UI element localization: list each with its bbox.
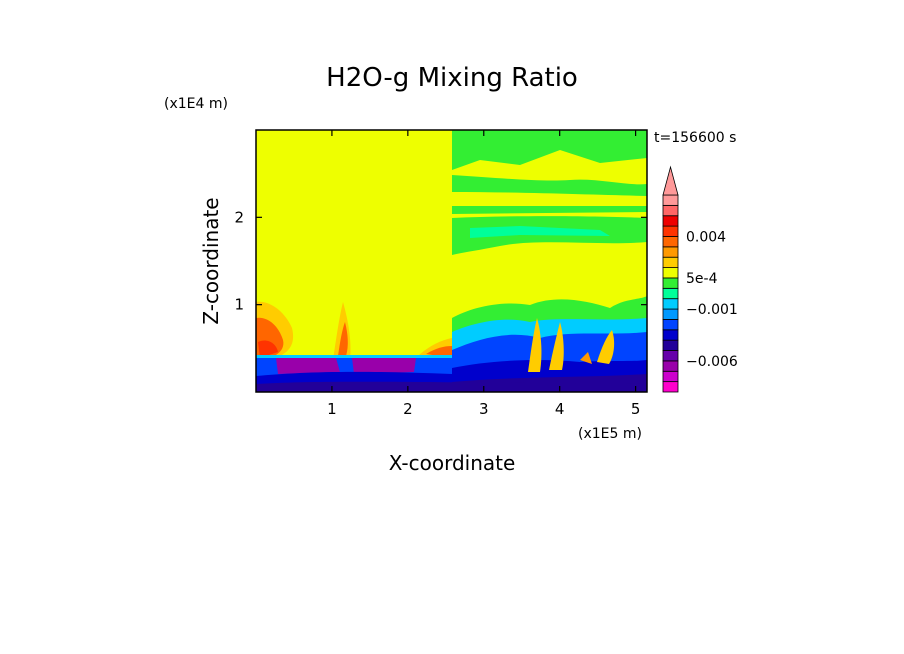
x-tick-label: 3 [479,400,489,418]
colorbar-arrow [662,165,679,196]
colorbar-label: 5e-4 [686,271,718,287]
y-axis: 12 [234,208,647,314]
x-scale-label: (x1E5 m) [578,426,642,442]
plot-frame [255,129,648,393]
colorbar-band [662,204,679,217]
colorbar-band [662,246,679,258]
colorbar-band [662,287,679,300]
colorbar-label: 0.004 [686,229,726,245]
y-scale-label: (x1E4 m) [164,96,228,112]
colorbar-band [662,298,679,310]
x-tick-label: 2 [403,400,413,418]
colorbar-band [662,339,679,351]
colorbar-band [662,256,679,268]
x-tick-label: 1 [327,400,337,418]
colorbar-band [662,308,679,320]
contour-field [256,130,647,392]
time-label: t=156600 s [654,130,736,146]
colorbar-band [662,360,679,372]
colorbar-band [662,370,679,383]
y-tick-label: 1 [234,296,244,314]
colorbar-band [662,329,679,341]
chart-title: H2O-g Mixing Ratio [326,63,578,93]
x-axis: 1 2 3 4 5 [327,130,640,418]
colorbar-label: −0.006 [686,354,738,370]
colorbar-band [662,215,679,227]
colorbar-band [662,225,679,237]
colorbar-band [662,381,679,393]
x-tick-label: 5 [631,400,641,418]
colorbar-band [662,277,679,289]
y-axis-label: Z-coordinate [199,197,223,324]
colorbar-band [662,267,679,279]
y-tick-label: 2 [234,208,244,226]
colorbar-band [662,236,679,248]
colorbar: 0.004 5e-4 −0.001 −0.006 [662,165,738,393]
colorbar-band [662,319,679,331]
colorbar-band [662,350,679,362]
x-axis-label: X-coordinate [389,451,516,475]
colorbar-label: −0.001 [686,302,738,318]
x-tick-label: 4 [555,400,565,418]
colorbar-band [662,194,679,206]
